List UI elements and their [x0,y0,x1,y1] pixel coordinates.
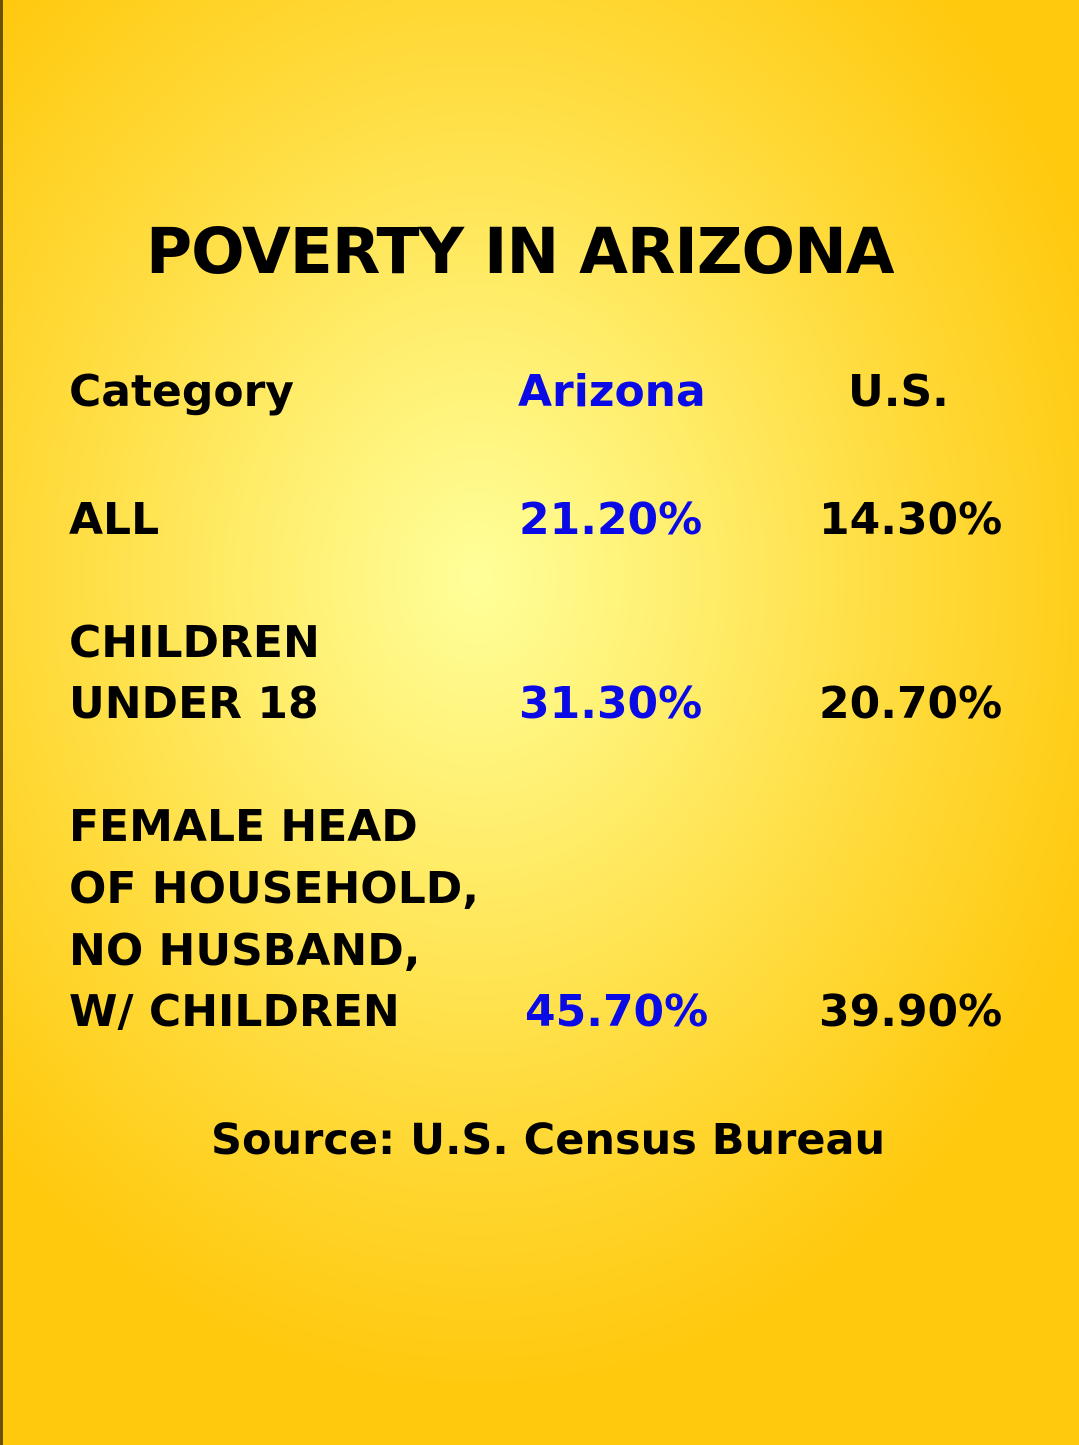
row-female-label-line-4: W/ CHILDREN [69,986,400,1037]
header-arizona: Arizona [518,366,706,417]
row-children-label-line-1: CHILDREN [69,617,320,668]
row-children-arizona-value: 31.30% [519,678,703,729]
row-female-label-line-3: NO HUSBAND, [69,925,421,976]
row-all-us-value: 14.30% [819,494,1003,545]
chart-title: POVERTY IN ARIZONA [146,215,895,288]
row-female-arizona-value: 45.70% [525,986,709,1037]
row-female-us-value: 39.90% [819,986,1003,1037]
source-note: Source: U.S. Census Bureau [211,1115,886,1165]
row-all-label: ALL [69,494,160,545]
row-female-label-line-2: OF HOUSEHOLD, [69,863,479,914]
row-children-us-value: 20.70% [819,678,1003,729]
row-children-label-line-2: UNDER 18 [69,678,319,729]
header-category: Category [69,366,294,417]
header-us: U.S. [848,366,949,417]
row-all-arizona-value: 21.20% [519,494,703,545]
row-female-label-line-1: FEMALE HEAD [69,801,418,852]
